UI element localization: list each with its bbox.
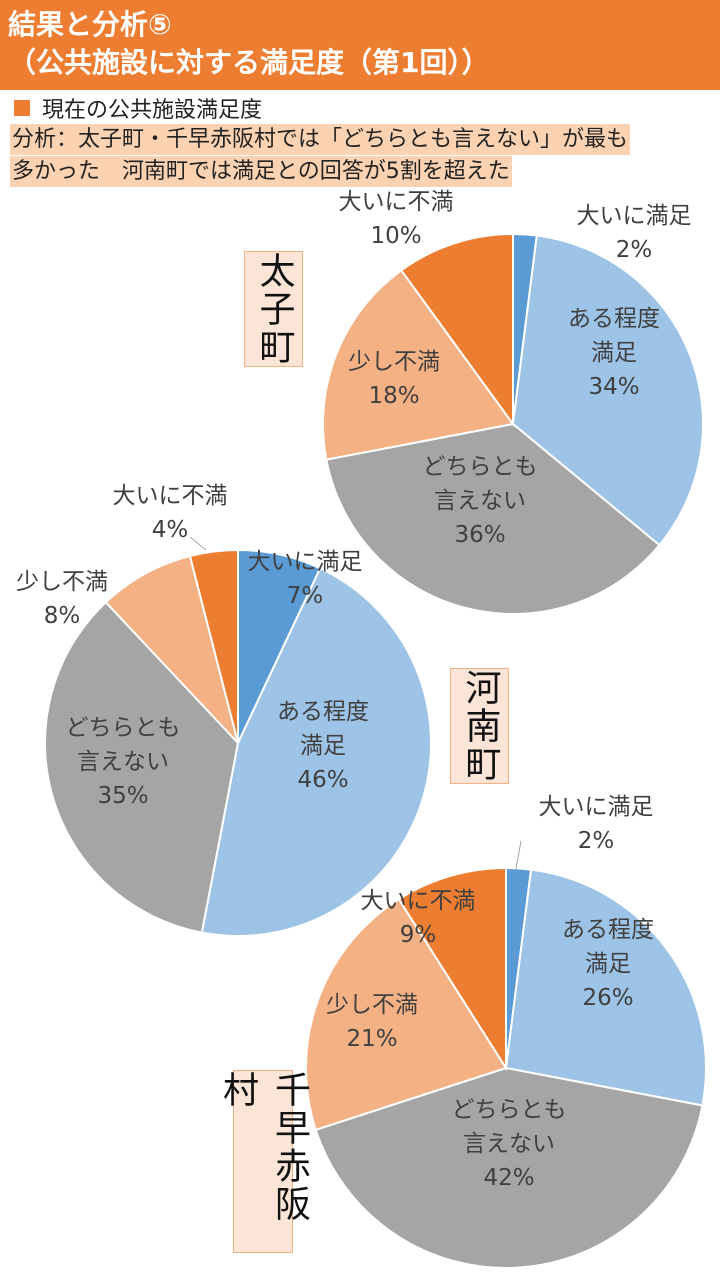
pie-2-slice-very-dissatisfied [397,866,507,1072]
pie-0-category-somewhat-satisfied: 満足 [591,340,637,366]
pie-1-category-somewhat-satisfied: ある程度 [277,699,369,725]
pie-1-leader-line [189,536,207,551]
analysis-line-1: 分析：太子町・千早赤阪村では「どちらとも言えない」が最も [10,124,631,155]
pie-2-value-somewhat-dissatisfied: 21% [346,1026,397,1052]
pie-1-slice-very-dissatisfied [188,548,239,744]
analysis-line-2: 多かった 河南町では満足との回答が5割を超えた [10,156,512,187]
legend-label: 現在の公共施設満足度 [42,98,263,123]
pie-1-category-very-dissatisfied: 大いに不満 [113,483,228,509]
pie-2-category-very-satisfied: 大いに満足 [539,794,654,820]
pie-2-category-somewhat-satisfied: 満足 [585,951,631,977]
pie-2-value-neutral: 42% [483,1165,534,1191]
title-banner: 結果と分析⑤ （公共施設に対する満足度（第1回）） [0,0,720,90]
pie-0-label-very-satisfied: 大いに満足 2% [577,203,692,263]
pie-0-category-neutral: どちらとも [423,454,538,480]
pie-1-value-neutral: 35% [97,783,148,809]
pie-1-category-neutral: どちらとも [66,715,181,741]
title-line-1: 結果と分析⑤ [8,8,172,41]
pie-1-value-somewhat-satisfied: 46% [297,767,348,793]
pie-2-label-neutral: どちらとも言えない 42% [452,1097,567,1191]
town-label-kanan: 河南町 [450,668,509,784]
legend: 現在の公共施設満足度 [14,92,262,124]
pie-1-value-very-satisfied: 7% [287,583,324,609]
pie-0-value-somewhat-satisfied: 34% [588,374,639,400]
pie-0-category-very-dissatisfied: 大いに不満 [339,189,454,215]
pie-1-category-neutral: 言えない [77,749,169,775]
pie-1-label-neutral: どちらとも言えない 35% [66,715,181,809]
pie-2-category-neutral: どちらとも [452,1097,567,1123]
pie-0-value-very-satisfied: 2% [616,237,653,263]
pie-2-label-somewhat-dissatisfied: 少し不満 21% [326,992,418,1052]
title-line-2: （公共施設に対する満足度（第1回）） [8,46,490,79]
pie-1-label-very-satisfied: 大いに満足 7% [248,549,363,609]
pie-0-category-somewhat-satisfied: ある程度 [568,306,660,332]
pie-2-slice-somewhat-dissatisfied [305,897,508,1132]
pie-1-slice-somewhat-satisfied [200,567,432,937]
pie-2-label-somewhat-satisfied: ある程度満足 26% [562,917,654,1011]
pie-2-label-very-satisfied: 大いに満足 2% [539,794,654,854]
pie-1-slice-neutral [44,600,240,934]
pie-1-category-somewhat-satisfied: 満足 [300,733,346,759]
pie-0-label-somewhat-dissatisfied: 少し不満 18% [348,349,440,409]
pie-0-slice-very-dissatisfied [399,232,514,428]
pie-0-category-very-satisfied: 大いに満足 [577,203,692,229]
pie-1-category-somewhat-dissatisfied: 少し不満 [16,569,108,595]
pie-0-category-neutral: 言えない [434,488,526,514]
pie-2-slice-neutral [314,1066,704,1269]
pie-2-value-very-dissatisfied: 9% [400,922,437,948]
pie-2-category-somewhat-satisfied: ある程度 [562,917,654,943]
town-label-taishi: 太子町 [244,251,303,367]
pie-2-category-very-dissatisfied: 大いに不満 [361,888,476,914]
pie-2-category-somewhat-dissatisfied: 少し不満 [326,992,418,1018]
pie-1-value-somewhat-dissatisfied: 8% [44,603,81,629]
pie-2-value-somewhat-satisfied: 26% [582,985,633,1011]
pie-0-category-somewhat-dissatisfied: 少し不満 [348,349,440,375]
pie-1-category-very-satisfied: 大いに満足 [248,549,363,575]
pie-1-label-very-dissatisfied: 大いに不満 4% [113,483,228,543]
pie-2-slice-somewhat-satisfied [504,868,707,1107]
pie-1-label-somewhat-satisfied: ある程度満足 46% [277,699,369,793]
pie-0-label-somewhat-satisfied: ある程度満足 34% [568,306,660,400]
pie-0-value-very-dissatisfied: 10% [370,223,421,249]
pie-0-value-somewhat-dissatisfied: 18% [368,383,419,409]
pie-2-label-very-dissatisfied: 大いに不満 9% [361,888,476,948]
pie-0-value-neutral: 36% [454,522,505,548]
legend-swatch [14,100,30,116]
pie-2-value-very-satisfied: 2% [578,828,615,854]
pie-0-label-neutral: どちらとも言えない 36% [423,454,538,548]
pie-0-label-very-dissatisfied: 大いに不満 10% [339,189,454,249]
pie-0-slice-somewhat-dissatisfied [322,268,515,461]
pie-1-slice-somewhat-dissatisfied [104,554,239,744]
pie-0-slice-neutral [325,422,661,615]
pie-2-category-neutral: 言えない [463,1131,555,1157]
pie-2-leader-line [515,840,522,870]
pie-0-slice-somewhat-satisfied [511,234,704,547]
pie-1-label-somewhat-dissatisfied: 少し不満 8% [16,569,108,629]
pie-1-value-very-dissatisfied: 4% [152,517,189,543]
town-label-chihayaakasaka: 千早赤阪村 [217,1070,310,1253]
